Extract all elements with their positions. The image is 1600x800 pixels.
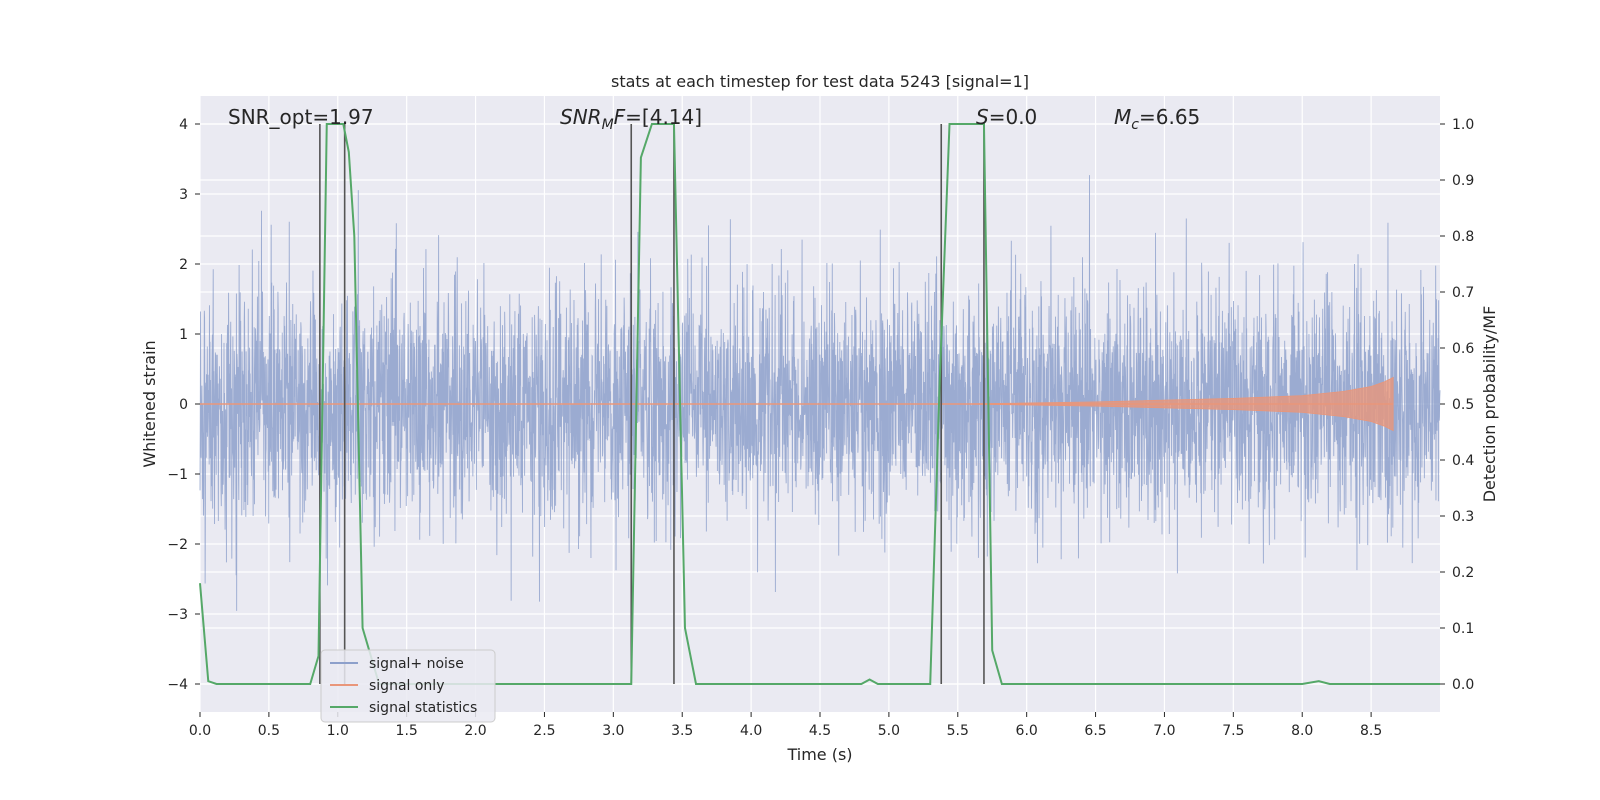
y-axis-ticks: −4 −3 −2 −1 0 1 2 3 4 (167, 117, 200, 693)
x-tick-label: 0.0 (189, 723, 211, 739)
x-axis-label: Time (s) (786, 745, 852, 764)
y2-tick-label: 0.5 (1452, 397, 1474, 413)
x-tick-label: 5.5 (947, 723, 969, 739)
x-tick-label: 7.0 (1153, 723, 1175, 739)
y2-tick-label: 0.1 (1452, 621, 1474, 637)
y-tick-label: 0 (179, 397, 188, 413)
legend: signal+ noise signal only signal statist… (320, 649, 496, 723)
x-axis-ticks: 0.0 0.5 1.0 1.5 2.0 2.5 3.0 3.5 4.0 4.5 5.0 5.5 6.0 6… (189, 712, 1382, 739)
x-tick-label: 7.5 (1222, 723, 1244, 739)
y-tick-label: −3 (167, 607, 188, 623)
x-tick-label: 1.0 (327, 723, 349, 739)
y2-axis-ticks: 0.0 0.1 0.2 0.3 0.4 0.5 0.6 0.7 0.8 0.9 1.0 (1440, 117, 1474, 693)
y2-axis-label: Detection probability/MF (1480, 306, 1499, 503)
x-tick-label: 4.0 (740, 723, 762, 739)
signal-noise-line (199, 175, 1441, 611)
legend-box (320, 649, 496, 723)
annotation-mc-value: Mc=6.65 (1114, 105, 1200, 133)
signal-only-envelope (957, 376, 1394, 432)
signal-only-series (200, 376, 1394, 432)
signal-statistics-line (199, 123, 1440, 685)
y-tick-label: −2 (167, 537, 188, 553)
x-tick-label: 3.0 (602, 723, 624, 739)
y2-tick-label: 0.6 (1452, 341, 1474, 357)
x-tick-label: 0.5 (258, 723, 280, 739)
annotation-snr-opt: SNR_opt=1.97 (228, 105, 374, 129)
x-tick-label: 3.5 (671, 723, 693, 739)
x-tick-label: 8.0 (1291, 723, 1313, 739)
y-tick-label: 3 (179, 187, 188, 203)
y2-tick-label: 0.4 (1452, 453, 1474, 469)
x-tick-label: 4.5 (809, 723, 831, 739)
legend-label-signal-only: signal only (369, 678, 444, 694)
x-tick-label: 1.5 (396, 723, 418, 739)
y2-tick-label: 0.2 (1452, 565, 1474, 581)
x-tick-label: 5.0 (878, 723, 900, 739)
y2-tick-label: 0.8 (1452, 229, 1474, 245)
y-tick-label: −1 (167, 467, 188, 483)
chart-title: stats at each timestep for test data 524… (611, 72, 1029, 91)
y-axis-label: Whitened strain (140, 340, 159, 467)
y-tick-label: −4 (167, 677, 188, 693)
y2-tick-label: 1.0 (1452, 117, 1474, 133)
x-tick-label: 8.5 (1360, 723, 1382, 739)
y2-tick-label: 0.0 (1452, 677, 1474, 693)
y2-tick-label: 0.3 (1452, 509, 1474, 525)
annotation-s-value: S=0.0 (976, 105, 1037, 129)
legend-label-signal-noise: signal+ noise (369, 656, 464, 672)
annotation-snr-mf: SNRMF=[4.14] (560, 105, 702, 133)
x-tick-label: 2.0 (464, 723, 486, 739)
y2-tick-label: 0.9 (1452, 173, 1474, 189)
y-tick-label: 2 (179, 257, 188, 273)
y2-tick-label: 0.7 (1452, 285, 1474, 301)
y-tick-label: 1 (179, 327, 188, 343)
y-tick-label: 4 (179, 117, 188, 133)
x-tick-label: 2.5 (533, 723, 555, 739)
x-tick-label: 6.0 (1016, 723, 1038, 739)
legend-label-signal-statistics: signal statistics (369, 700, 477, 716)
signal-noise-series (199, 175, 1441, 611)
x-tick-label: 6.5 (1084, 723, 1106, 739)
signal-statistics-series (199, 123, 1440, 685)
